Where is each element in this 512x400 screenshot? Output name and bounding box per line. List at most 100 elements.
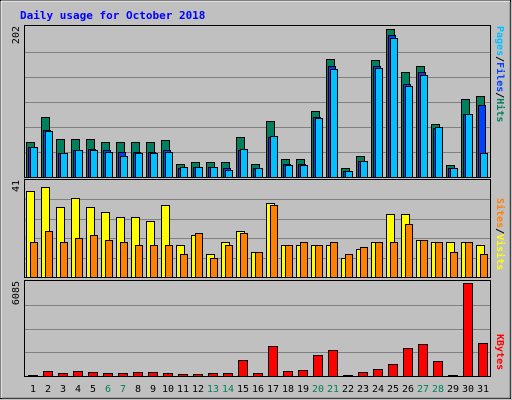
bar-kbytes-day-23 — [358, 372, 368, 377]
bar-sites-day-30 — [465, 242, 473, 278]
bar-kbytes-day-17 — [268, 346, 278, 377]
bar-pages-day-12 — [195, 167, 203, 178]
bar-pages-day-30 — [465, 114, 473, 178]
bar-kbytes-day-28 — [433, 361, 443, 377]
bar-pages-day-5 — [90, 150, 98, 178]
bar-kbytes-day-16 — [253, 373, 263, 377]
bar-kbytes-day-8 — [133, 372, 143, 377]
bar-pages-day-28 — [435, 127, 443, 178]
bar-kbytes-day-2 — [43, 371, 53, 377]
x-tick-day-21: 21 — [327, 384, 339, 395]
legend-sep-1: / — [494, 56, 505, 62]
bar-sites-day-11 — [180, 254, 188, 278]
bar-kbytes-day-15 — [238, 360, 248, 377]
x-tick-day-19: 19 — [297, 384, 309, 395]
x-tick-day-15: 15 — [237, 384, 249, 395]
bar-sites-day-21 — [330, 242, 338, 278]
bar-sites-day-26 — [405, 224, 413, 278]
x-tick-day-14: 14 — [222, 384, 234, 395]
bar-pages-day-13 — [210, 167, 218, 178]
bar-pages-day-23 — [360, 161, 368, 178]
legend-pages: Pages — [494, 26, 505, 56]
bar-kbytes-day-26 — [403, 348, 413, 377]
bar-pages-day-4 — [75, 150, 83, 178]
x-tick-day-2: 2 — [45, 384, 51, 395]
bar-sites-day-20 — [315, 245, 323, 278]
bar-kbytes-day-10 — [163, 373, 173, 377]
bar-sites-day-6 — [105, 240, 113, 278]
x-tick-day-24: 24 — [372, 384, 384, 395]
bar-sites-day-29 — [450, 252, 458, 278]
bar-kbytes-day-11 — [178, 374, 188, 377]
bar-sites-day-31 — [480, 254, 488, 278]
legend-hits-panel: Pages/Files/Hits — [494, 26, 506, 122]
x-tick-day-29: 29 — [447, 384, 459, 395]
bar-kbytes-day-5 — [88, 372, 98, 377]
x-tick-day-1: 1 — [30, 384, 36, 395]
bar-sites-day-3 — [60, 242, 68, 278]
bar-pages-day-18 — [285, 165, 293, 178]
bar-sites-day-7 — [120, 242, 128, 278]
bar-pages-day-31 — [480, 153, 488, 178]
legend-visits: Visits — [494, 234, 506, 270]
bar-pages-day-16 — [255, 168, 263, 178]
bar-sites-day-24 — [375, 242, 383, 278]
x-tick-day-20: 20 — [312, 384, 324, 395]
bar-sites-day-2 — [45, 231, 53, 278]
bar-pages-day-7 — [120, 156, 128, 178]
bar-kbytes-day-30 — [463, 283, 473, 377]
bar-kbytes-day-7 — [118, 373, 128, 377]
bar-pages-day-10 — [165, 152, 173, 178]
x-tick-day-3: 3 — [60, 384, 66, 395]
bar-sites-day-18 — [285, 245, 293, 278]
legend-sep-3: / — [494, 228, 505, 234]
x-tick-day-8: 8 — [135, 384, 141, 395]
bar-pages-day-6 — [105, 152, 113, 178]
bar-pages-day-1 — [30, 147, 38, 178]
kbytes-ymax-label: 6085 — [11, 281, 22, 305]
bar-pages-day-9 — [150, 153, 158, 178]
bar-kbytes-day-4 — [73, 371, 83, 377]
bar-kbytes-day-14 — [223, 373, 233, 377]
x-tick-day-22: 22 — [342, 384, 354, 395]
bar-pages-day-8 — [135, 153, 143, 178]
x-tick-day-4: 4 — [75, 384, 81, 395]
x-tick-day-13: 13 — [207, 384, 219, 395]
x-tick-day-18: 18 — [282, 384, 294, 395]
bar-sites-day-4 — [75, 238, 83, 278]
bar-kbytes-day-6 — [103, 373, 113, 377]
bar-pages-day-19 — [300, 165, 308, 178]
x-tick-day-6: 6 — [105, 384, 111, 395]
bar-pages-day-2 — [45, 131, 53, 178]
bars-layer — [26, 29, 488, 377]
bar-pages-day-25 — [390, 38, 398, 178]
bar-sites-day-27 — [420, 240, 428, 278]
bar-sites-day-16 — [255, 252, 263, 278]
x-tick-day-10: 10 — [162, 384, 174, 395]
x-tick-day-5: 5 — [90, 384, 96, 395]
bar-sites-day-10 — [165, 245, 173, 278]
legend-sep-2: / — [494, 92, 505, 98]
bar-kbytes-day-19 — [298, 370, 308, 377]
bar-kbytes-day-27 — [418, 344, 428, 377]
bar-pages-day-29 — [450, 168, 458, 178]
bar-kbytes-day-21 — [328, 350, 338, 377]
legend-visits-panel: Sites/Visits — [494, 198, 506, 270]
bar-kbytes-day-1 — [28, 375, 38, 377]
x-tick-day-25: 25 — [387, 384, 399, 395]
x-tick-day-11: 11 — [177, 384, 189, 395]
bar-pages-day-17 — [270, 136, 278, 178]
bar-sites-day-12 — [195, 233, 203, 278]
hits-ymax-label: 202 — [11, 26, 22, 44]
bar-kbytes-day-3 — [58, 373, 68, 377]
x-tick-day-31: 31 — [477, 384, 489, 395]
bar-pages-day-20 — [315, 118, 323, 178]
bar-sites-day-28 — [435, 242, 443, 278]
bar-sites-day-14 — [225, 245, 233, 278]
bar-pages-day-15 — [240, 149, 248, 178]
bar-sites-day-9 — [150, 245, 158, 278]
bar-pages-day-14 — [225, 170, 233, 178]
bar-sites-day-1 — [30, 242, 38, 278]
visits-ymax-label: 41 — [11, 180, 22, 192]
